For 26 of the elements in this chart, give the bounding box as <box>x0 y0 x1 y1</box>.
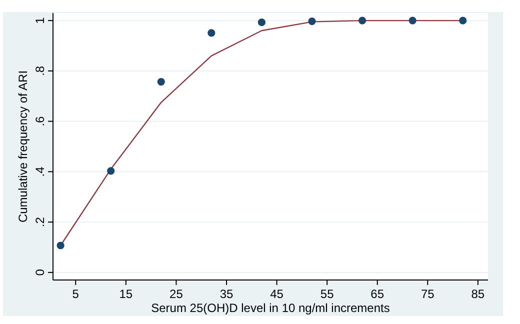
y-tick-label: .4 <box>33 166 47 177</box>
x-axis-title: Serum 25(OH)D level in 10 ng/ml increments <box>151 301 390 315</box>
y-tick-label: .8 <box>33 66 47 76</box>
point <box>56 242 64 250</box>
x-tick-label: 45 <box>270 287 284 301</box>
point <box>358 16 366 24</box>
y-tick-label: 0 <box>33 268 47 276</box>
point <box>107 167 115 175</box>
point <box>408 16 416 24</box>
x-tick-label: 35 <box>220 287 234 301</box>
point <box>208 29 216 37</box>
y-tick-label: .6 <box>33 116 47 126</box>
x-tick-label: 75 <box>420 287 435 301</box>
point <box>459 16 467 24</box>
x-tick-label: 25 <box>170 287 184 301</box>
point <box>308 18 316 26</box>
x-tick-label: 55 <box>320 287 334 301</box>
x-tick-label: 5 <box>72 287 80 301</box>
y-tick-label: 1 <box>33 16 47 24</box>
x-tick-label: 15 <box>119 287 133 301</box>
x-tick-label: 65 <box>370 287 384 301</box>
point <box>258 18 266 26</box>
x-tick-label: 85 <box>471 287 485 301</box>
y-tick-label: .2 <box>33 216 47 228</box>
y-axis-title: Cumulative frequency of ARI <box>16 70 30 223</box>
point <box>157 78 165 86</box>
